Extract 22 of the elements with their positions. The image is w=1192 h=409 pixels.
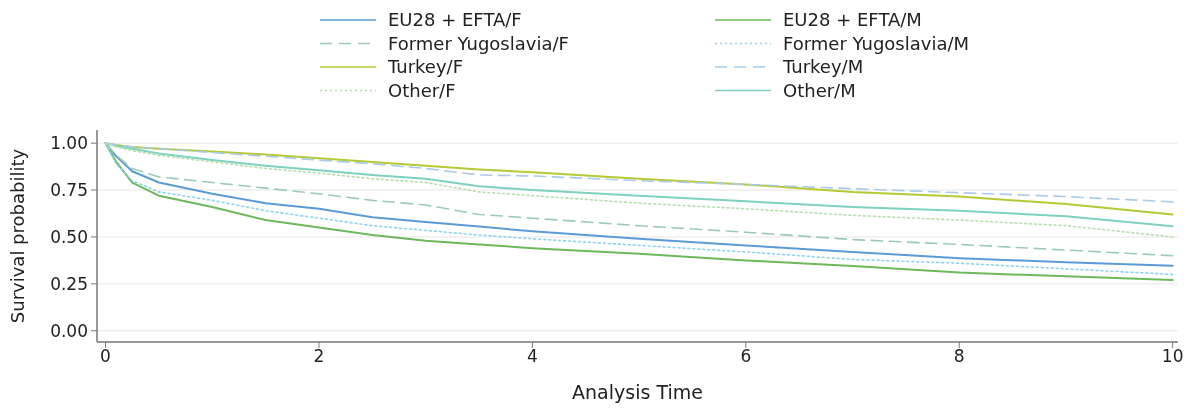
legend-label: Former Yugoslavia/M	[783, 32, 970, 54]
x-tick-label: 4	[526, 346, 538, 366]
x-tick-label: 8	[953, 346, 965, 366]
y-tick-label: 0.50	[50, 226, 88, 247]
legend-label: Other/M	[783, 79, 856, 101]
legend-label: EU28 + EFTA/M	[783, 9, 922, 31]
x-tick-label: 10	[1161, 346, 1184, 366]
legend-label: Turkey/F	[387, 56, 463, 78]
legend-label: Other/F	[388, 79, 456, 101]
y-tick-label: 1.00	[50, 133, 88, 154]
legend-label: Former Yugoslavia/F	[388, 32, 569, 54]
legend-label: EU28 + EFTA/F	[388, 9, 522, 31]
legend-label: Turkey/M	[782, 56, 864, 78]
x-tick-label: 6	[740, 346, 752, 366]
y-tick-label: 0.75	[50, 179, 88, 200]
x-tick-label: 0	[100, 346, 111, 366]
line-series	[104, 142, 1174, 203]
y-axis-title: Survival probability	[7, 148, 28, 324]
x-axis-title: Analysis Time	[572, 381, 703, 403]
y-tick-label: 0.25	[50, 273, 88, 294]
x-tick-label: 2	[313, 346, 325, 366]
y-tick-label: 0.00	[50, 320, 88, 341]
